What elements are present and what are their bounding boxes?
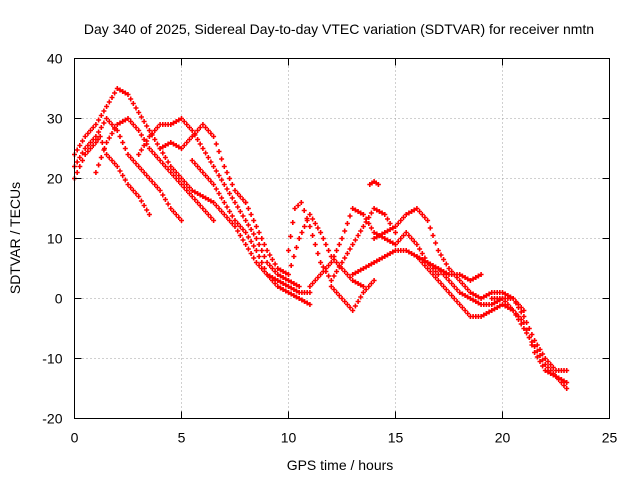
- plus-markers: [367, 179, 381, 187]
- plus-markers: [328, 278, 377, 313]
- series-track-7: [189, 158, 313, 307]
- x-tick-label: 5: [178, 430, 186, 446]
- y-axis-label: SDTVAR / TECUs: [7, 182, 23, 294]
- y-tick-label: 10: [47, 231, 63, 247]
- plus-markers: [157, 122, 249, 205]
- data-points: [72, 86, 570, 391]
- series-track-10: [307, 206, 441, 289]
- y-tick-label: 20: [47, 171, 63, 187]
- y-tick-label: -10: [42, 351, 62, 367]
- y-tick-label: 30: [47, 111, 63, 127]
- series-track-17: [489, 296, 570, 385]
- x-tick-label: 0: [71, 430, 79, 446]
- y-tick-label: 0: [55, 291, 63, 307]
- plus-markers: [72, 134, 152, 217]
- plus-markers: [307, 206, 441, 289]
- plus-markers: [371, 206, 527, 313]
- chart-title: Day 340 of 2025, Sidereal Day-to-day VTE…: [84, 21, 594, 37]
- plus-markers: [435, 266, 570, 373]
- series-track-12: [367, 179, 381, 187]
- series-track-6: [157, 122, 249, 205]
- series-track-8: [243, 200, 366, 289]
- x-tick-label: 25: [602, 430, 618, 446]
- series-track-11: [328, 278, 377, 313]
- series-track-14: [371, 206, 527, 313]
- plus-markers: [286, 200, 398, 283]
- plus-markers: [243, 200, 366, 289]
- series-track-3: [72, 134, 152, 217]
- plus-markers: [414, 254, 570, 391]
- series-track-9: [286, 200, 398, 283]
- x-tick-label: 10: [281, 430, 297, 446]
- series-track-15: [414, 254, 570, 391]
- series-track-16: [435, 266, 570, 373]
- plus-markers: [350, 248, 484, 283]
- series-track-13: [350, 248, 484, 283]
- x-tick-label: 20: [495, 430, 511, 446]
- series-track-5: [136, 116, 302, 289]
- series-track-4: [93, 116, 217, 223]
- plus-markers: [93, 116, 217, 223]
- grid-lines: [74, 58, 610, 419]
- x-tick-label: 15: [388, 430, 404, 446]
- plus-markers: [489, 296, 570, 385]
- y-tick-label: 40: [47, 51, 63, 67]
- axes: 0 5 10 15 20 25 -20 -10 0 10 20 30 40: [42, 51, 617, 446]
- y-tick-label: -20: [42, 411, 62, 427]
- plus-markers: [189, 158, 313, 307]
- x-axis-label: GPS time / hours: [287, 457, 394, 473]
- plus-markers: [136, 116, 302, 289]
